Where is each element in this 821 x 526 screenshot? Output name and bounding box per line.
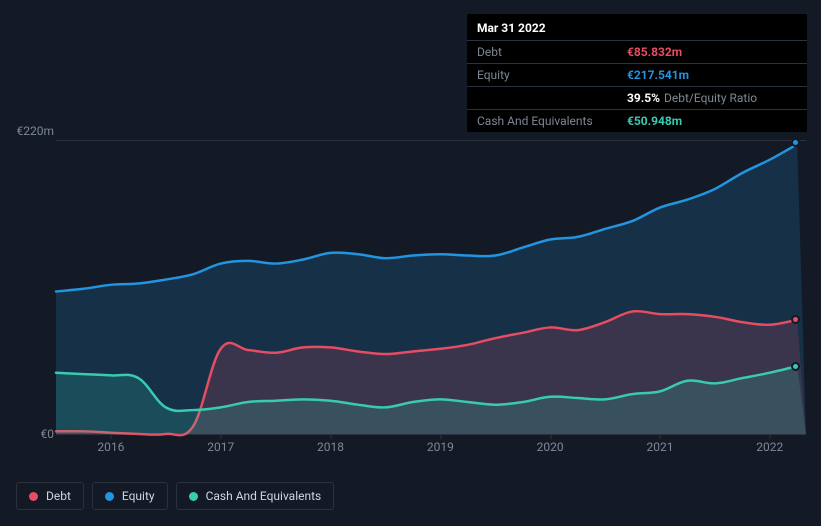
legend-swatch — [29, 492, 38, 501]
x-tick: 2019 — [427, 440, 454, 454]
legend-swatch — [105, 492, 114, 501]
x-tick: 2017 — [207, 440, 234, 454]
legend-item-debt[interactable]: Debt — [16, 482, 84, 510]
x-tick: 2022 — [756, 440, 783, 454]
tooltip-row-ratio: 39.5% Debt/Equity Ratio — [467, 87, 807, 110]
tooltip-label: Cash And Equivalents — [477, 115, 627, 127]
x-tick: 2021 — [646, 440, 673, 454]
chart-legend: Debt Equity Cash And Equivalents — [16, 482, 334, 510]
tooltip-value: €217.541m — [627, 69, 689, 81]
tooltip-row-debt: Debt €85.832m — [467, 41, 807, 64]
tooltip-label: Debt — [477, 46, 627, 58]
x-tick: 2018 — [317, 440, 344, 454]
legend-swatch — [189, 492, 198, 501]
tooltip-row-equity: Equity €217.541m — [467, 64, 807, 87]
chart-svg — [56, 141, 806, 434]
legend-label: Cash And Equivalents — [206, 489, 322, 503]
legend-item-cash[interactable]: Cash And Equivalents — [176, 482, 335, 510]
series-end-marker — [791, 362, 800, 371]
chart-plot[interactable] — [56, 140, 806, 435]
tooltip-value: €85.832m — [627, 46, 682, 58]
tooltip-row-cash: Cash And Equivalents €50.948m — [467, 110, 807, 132]
y-tick-min: €0 — [16, 427, 54, 441]
chart-tooltip: Mar 31 2022 Debt €85.832m Equity €217.54… — [467, 14, 807, 132]
y-tick-max: €220m — [16, 124, 54, 138]
legend-label: Equity — [122, 489, 155, 503]
tooltip-value: €50.948m — [627, 115, 682, 127]
tooltip-date: Mar 31 2022 — [467, 14, 807, 41]
x-tick: 2020 — [537, 440, 564, 454]
tooltip-extra: Debt/Equity Ratio — [664, 92, 757, 104]
tooltip-value: 39.5% — [627, 92, 660, 104]
tooltip-label: Equity — [477, 69, 627, 81]
legend-label: Debt — [46, 489, 71, 503]
legend-item-equity[interactable]: Equity — [92, 482, 168, 510]
x-tick: 2016 — [97, 440, 124, 454]
